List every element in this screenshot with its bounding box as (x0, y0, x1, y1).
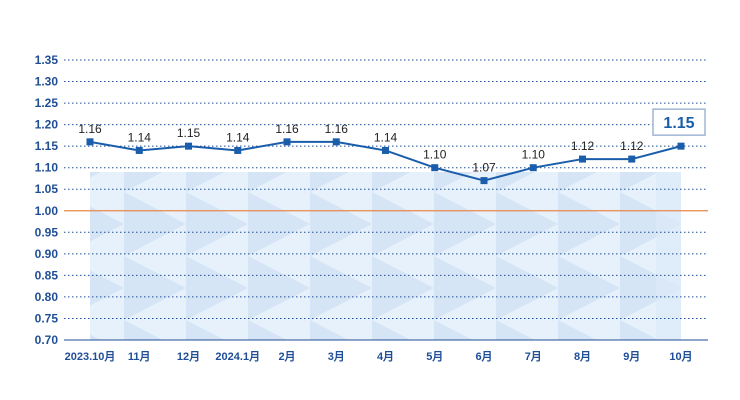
y-tick-label: 1.20 (35, 118, 59, 132)
y-tick-label: 0.75 (35, 311, 59, 325)
x-tick-label: 4月 (377, 350, 394, 363)
y-tick-label: 0.80 (35, 290, 59, 304)
x-tick-label: 9月 (623, 350, 640, 363)
y-tick-label: 1.00 (35, 204, 59, 218)
data-point (480, 177, 488, 185)
data-label: 1.12 (620, 139, 644, 153)
x-tick-label: 6月 (475, 350, 492, 363)
y-tick-label: 1.15 (35, 139, 59, 153)
y-axis-ticks: 0.70 0.75 0.80 0.85 0.90 0.95 1.00 1.05 1.10 1.15… (35, 53, 59, 347)
y-tick-label: 1.35 (35, 53, 59, 67)
series-markers (86, 138, 685, 185)
data-label: 1.10 (423, 148, 447, 162)
data-label: 1.15 (177, 126, 201, 140)
data-label: 1.07 (472, 161, 496, 175)
data-point (431, 164, 439, 172)
latest-value-box: 1.15 (652, 108, 706, 136)
x-tick-label: 3月 (328, 350, 345, 363)
x-tick-label: 12月 (177, 350, 200, 363)
x-tick-label: 5月 (426, 350, 443, 363)
data-point (579, 155, 586, 163)
data-labels: 1.16 1.14 1.15 1.14 1.16 1.16 1.14 1.10 1.07 1.10… (78, 122, 643, 175)
y-tick-label: 0.85 (35, 268, 59, 282)
gridlines (64, 59, 708, 341)
data-point (135, 146, 143, 154)
data-label: 1.14 (226, 130, 250, 144)
data-label: 1.14 (128, 130, 152, 144)
x-tick-label: 2月 (278, 350, 295, 363)
data-label: 1.10 (522, 148, 546, 162)
data-label: 1.16 (78, 122, 102, 136)
y-tick-label: 1.05 (35, 182, 59, 196)
background-band (656, 172, 681, 340)
background-band (90, 172, 189, 340)
y-tick-label: 1.30 (35, 75, 59, 89)
latest-value-box-frame (652, 108, 706, 136)
y-tick-label: 0.90 (35, 247, 59, 261)
data-point (234, 146, 242, 154)
data-label: 1.12 (571, 139, 595, 153)
x-tick-label: 10月 (669, 350, 692, 363)
x-tick-label: 11月 (128, 350, 151, 363)
y-tick-label: 1.10 (35, 161, 59, 175)
data-point (382, 146, 389, 154)
data-point (283, 138, 291, 146)
data-point (86, 138, 94, 146)
background-band (484, 172, 583, 340)
y-tick-label: 1.25 (35, 96, 59, 110)
data-label: 1.14 (374, 130, 398, 144)
background-bands (90, 172, 681, 340)
y-tick-label: 0.95 (35, 225, 59, 239)
data-point (332, 138, 340, 146)
x-tick-label: 2023.10月 (65, 350, 116, 363)
background-band (385, 172, 484, 340)
x-tick-label: 8月 (574, 350, 591, 363)
data-point (529, 164, 537, 172)
x-axis-ticks: 2023.10月 11月 12月 2024.1月 2月 3月 4月 5月 6月 7月 8月 9月 10月 (65, 350, 693, 363)
background-band (287, 172, 386, 340)
latest-value-label: 1.15 (663, 115, 694, 132)
y-tick-label: 0.70 (35, 333, 59, 347)
data-label: 1.16 (325, 122, 349, 136)
x-tick-label: 7月 (525, 350, 542, 363)
background-band (188, 172, 287, 340)
x-tick-label: 2024.1月 (215, 350, 260, 363)
data-point (677, 142, 685, 150)
data-label: 1.16 (275, 122, 299, 136)
data-point (628, 155, 636, 163)
data-point (185, 142, 192, 150)
